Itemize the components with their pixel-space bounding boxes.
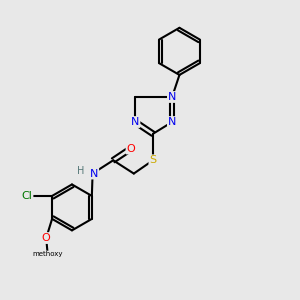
Text: methoxy: methoxy	[32, 251, 63, 257]
Text: H: H	[76, 166, 84, 176]
Text: N: N	[90, 169, 98, 178]
Text: N: N	[131, 117, 140, 127]
Text: N: N	[168, 117, 176, 127]
Text: O: O	[127, 143, 135, 154]
Text: N: N	[168, 92, 176, 102]
Text: S: S	[149, 155, 157, 165]
Text: O: O	[42, 233, 51, 243]
Text: Cl: Cl	[22, 191, 32, 201]
